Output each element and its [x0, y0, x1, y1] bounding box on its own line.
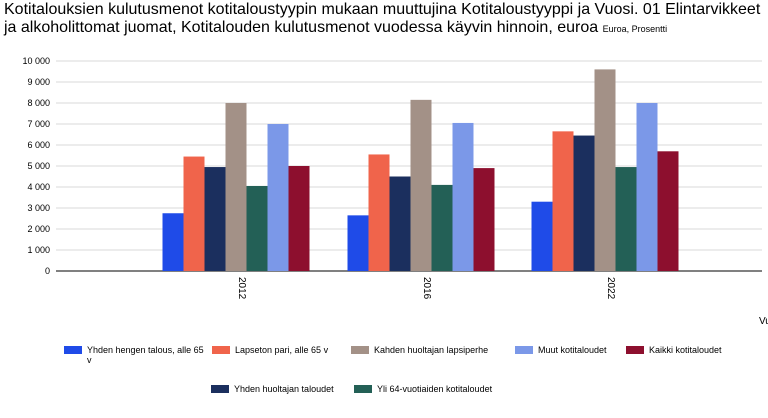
bar [368, 154, 390, 271]
bar [615, 167, 637, 271]
y-tick-label: 5 000 [27, 161, 50, 171]
bar [531, 201, 553, 271]
bar [410, 99, 432, 271]
y-tick-label: 6 000 [27, 140, 50, 150]
bar [225, 103, 247, 271]
bar [288, 166, 310, 271]
y-tick-label: 4 000 [27, 182, 50, 192]
y-tick-label: 0 [45, 266, 50, 276]
x-tick-label: 2022 [605, 277, 616, 300]
y-tick-label: 7 000 [27, 119, 50, 129]
y-tick-label: 3 000 [27, 203, 50, 213]
bar [162, 213, 184, 271]
y-tick-label: 1 000 [27, 245, 50, 255]
bar [594, 69, 616, 272]
chart-title: Kotitalouksien kulutusmenot kotitalousty… [4, 1, 761, 36]
bar [389, 176, 411, 271]
x-axis-title: Vuosi [759, 316, 768, 327]
y-tick-label: 10 000 [22, 56, 50, 66]
bar [347, 215, 369, 271]
y-tick-label: 9 000 [27, 77, 50, 87]
bar [431, 184, 453, 271]
bar [473, 168, 495, 271]
bar [552, 131, 574, 271]
bar [657, 151, 679, 271]
bar [204, 167, 226, 271]
y-tick-label: 2 000 [27, 224, 50, 234]
x-tick-label: 2012 [236, 277, 247, 300]
bar [267, 124, 289, 271]
bar [636, 103, 658, 271]
x-tick-label: 2016 [421, 277, 432, 300]
bar [573, 135, 595, 271]
bar [183, 156, 205, 271]
y-tick-label: 8 000 [27, 98, 50, 108]
chart-subtitle: Euroa, Prosentti [602, 24, 668, 34]
bar [246, 185, 268, 271]
bar [452, 122, 474, 271]
